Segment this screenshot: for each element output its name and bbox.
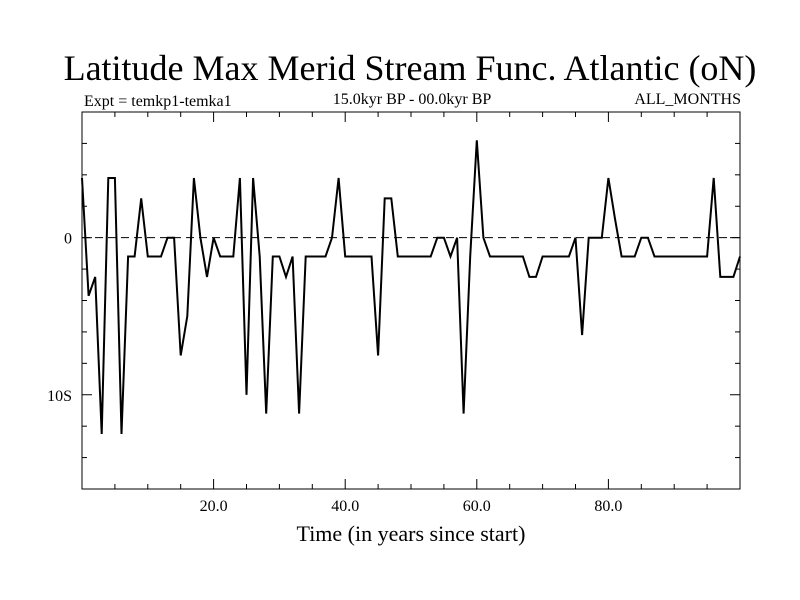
plot-frame — [81, 111, 741, 490]
y-tick-label: 10S — [47, 388, 72, 405]
x-tick-labels: 20.0 40.0 60.0 80.0 — [200, 498, 623, 515]
x-tick-label: 80.0 — [594, 498, 622, 515]
chart-title: Latitude Max Merid Stream Func. Atlantic… — [64, 48, 757, 88]
y-tick-labels: 0 10S — [47, 231, 72, 405]
x-tick-label: 20.0 — [200, 498, 228, 515]
y-tick-label: 0 — [64, 231, 72, 248]
x-axis-label: Time (in years since start) — [297, 521, 526, 546]
series-line — [81, 140, 741, 435]
major-ticks — [82, 112, 740, 489]
x-tick-label: 60.0 — [463, 498, 491, 515]
x-tick-label: 40.0 — [331, 498, 359, 515]
minor-ticks — [82, 112, 740, 489]
chart-subtitle-right: ALL_MONTHS — [634, 91, 741, 108]
chart-subtitle-left: Expt = temkp1-temka1 — [84, 93, 232, 110]
chart-subtitle-center: 15.0kyr BP - 00.0kyr BP — [333, 91, 492, 108]
